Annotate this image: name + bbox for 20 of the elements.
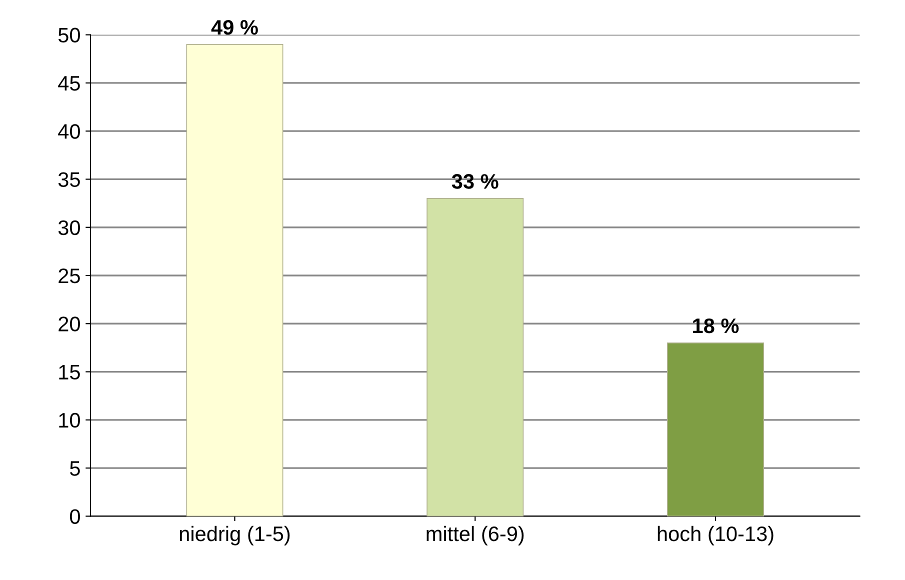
data-label: 49 % <box>211 20 258 35</box>
y-tick-label: 25 <box>58 268 80 284</box>
y-tick-label: 35 <box>58 172 80 187</box>
y-tick-label: 10 <box>59 412 80 428</box>
data-label: 18 % <box>693 318 739 334</box>
data-label: 33 % <box>452 174 498 189</box>
bar <box>667 342 764 516</box>
y-tick-label: 40 <box>58 124 80 139</box>
y-tick-label: 50 <box>58 28 80 43</box>
y-tick-label: 5 <box>70 461 80 476</box>
y-tick-label: 30 <box>58 220 80 236</box>
y-tick-label: 45 <box>58 76 80 91</box>
y-tick-label: 15 <box>59 364 80 380</box>
x-tick-label: mittel (6-9) <box>426 526 524 546</box>
bar <box>426 198 524 516</box>
x-tick-label: hoch (10-13) <box>658 526 774 546</box>
y-tick-label: 20 <box>58 316 80 332</box>
y-tick-label: 0 <box>70 509 80 524</box>
x-tick-label: niedrig (1-5) <box>180 526 290 546</box>
bar <box>186 44 284 516</box>
